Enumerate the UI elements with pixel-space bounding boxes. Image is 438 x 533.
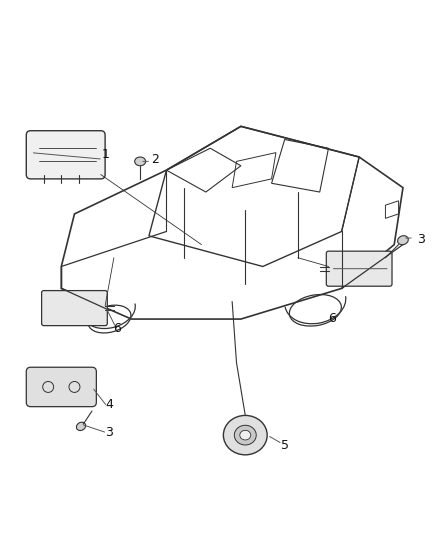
- FancyBboxPatch shape: [26, 131, 105, 179]
- FancyBboxPatch shape: [26, 367, 96, 407]
- Text: 3: 3: [106, 426, 113, 439]
- FancyBboxPatch shape: [42, 290, 107, 326]
- Ellipse shape: [398, 236, 408, 245]
- Ellipse shape: [135, 157, 145, 166]
- Text: 2: 2: [152, 152, 159, 166]
- Text: 1: 1: [101, 148, 109, 161]
- Ellipse shape: [76, 422, 86, 431]
- Text: 3: 3: [417, 233, 425, 246]
- Ellipse shape: [234, 425, 256, 445]
- Text: 6: 6: [328, 312, 336, 325]
- Text: 4: 4: [106, 398, 113, 411]
- Ellipse shape: [223, 415, 267, 455]
- Ellipse shape: [240, 430, 251, 440]
- Text: 5: 5: [281, 439, 289, 451]
- Text: 6: 6: [113, 322, 121, 335]
- FancyBboxPatch shape: [326, 251, 392, 286]
